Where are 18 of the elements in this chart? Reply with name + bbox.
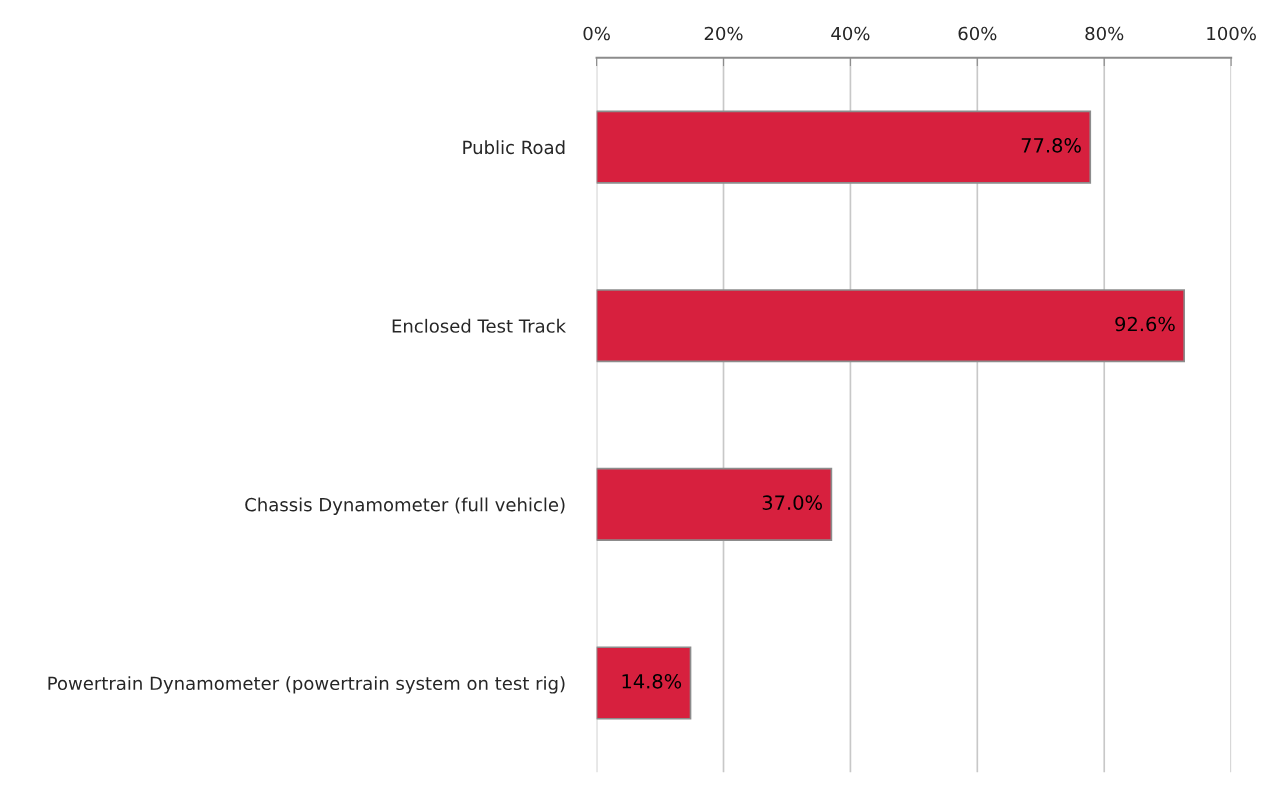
y-tick-label: Enclosed Test Track [392,318,566,333]
data-label: 14.8% [622,673,682,689]
x-tick-label: 40% [831,26,870,41]
bar [596,646,692,720]
x-tick-label: 0% [583,26,610,41]
x-tick-label: 20% [704,26,743,41]
x-tick-label: 100% [1207,26,1256,41]
data-label: 37.0% [762,495,822,510]
y-tick-label: Public Road [463,140,565,155]
data-label: 77.8% [1021,138,1081,153]
x-tick-label: 80% [1085,26,1124,41]
bar [596,110,1092,184]
data-label: 92.6% [1115,316,1175,332]
x-tick-label: 60% [958,26,997,41]
bar [596,467,833,541]
y-tick-label: Powertrain Dynamometer (powertrain system on test rig) [48,676,565,694]
y-tick-label: Chassis Dynamometer (full vehicle) [245,497,565,515]
bar [596,289,1186,363]
